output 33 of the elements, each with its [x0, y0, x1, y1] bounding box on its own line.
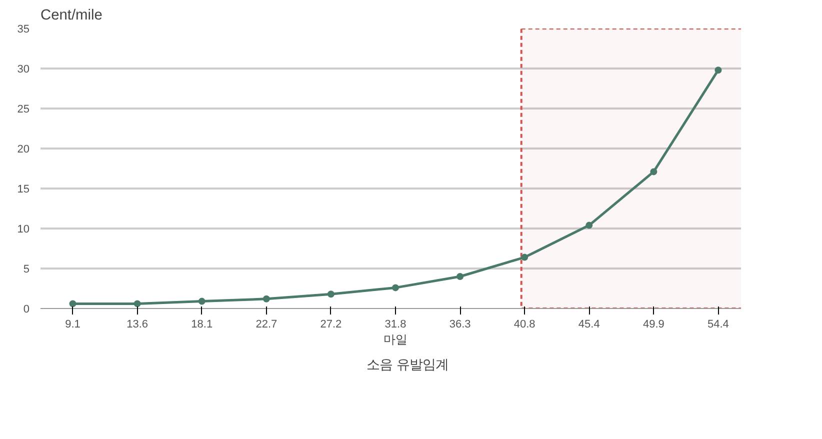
point: [650, 168, 658, 176]
y-tick-label: 0: [23, 304, 30, 316]
x-tick-label: 18.1: [191, 318, 213, 330]
y-tick-label: 10: [17, 224, 30, 236]
point: [456, 273, 464, 280]
x-tick-label: 31.8: [384, 318, 406, 330]
y-axis-title: Cent/mile: [40, 8, 102, 24]
point: [69, 300, 76, 308]
point: [521, 254, 528, 261]
point: [392, 284, 399, 292]
y-tick-label: 5: [23, 264, 30, 276]
point: [198, 298, 206, 305]
x-tick-label: 40.8: [514, 318, 536, 330]
x-tick-label: 49.9: [642, 318, 664, 330]
point: [714, 66, 722, 74]
x-tick-label: 36.3: [449, 318, 471, 330]
y-tick-label: 30: [17, 64, 30, 76]
x-tick-label: 27.2: [320, 318, 342, 330]
y-tick-label: 35: [17, 24, 30, 36]
x-axis-title: 마일: [384, 332, 408, 346]
point: [327, 290, 334, 298]
point: [134, 300, 141, 308]
point: [262, 295, 270, 302]
x-tick-label: 22.7: [256, 318, 278, 330]
x-tick-label: 9.1: [65, 318, 80, 330]
text: 소음 유발임계: [366, 357, 449, 374]
y-tick-label: 20: [17, 144, 30, 156]
x-tick-label: 45.4: [578, 318, 600, 330]
x-tick-label: 13.6: [126, 318, 148, 330]
x-tick-label: 54.4: [708, 318, 729, 330]
point: [586, 222, 593, 229]
y-tick-label: 15: [17, 184, 30, 196]
y-tick-label: 25: [17, 104, 30, 116]
